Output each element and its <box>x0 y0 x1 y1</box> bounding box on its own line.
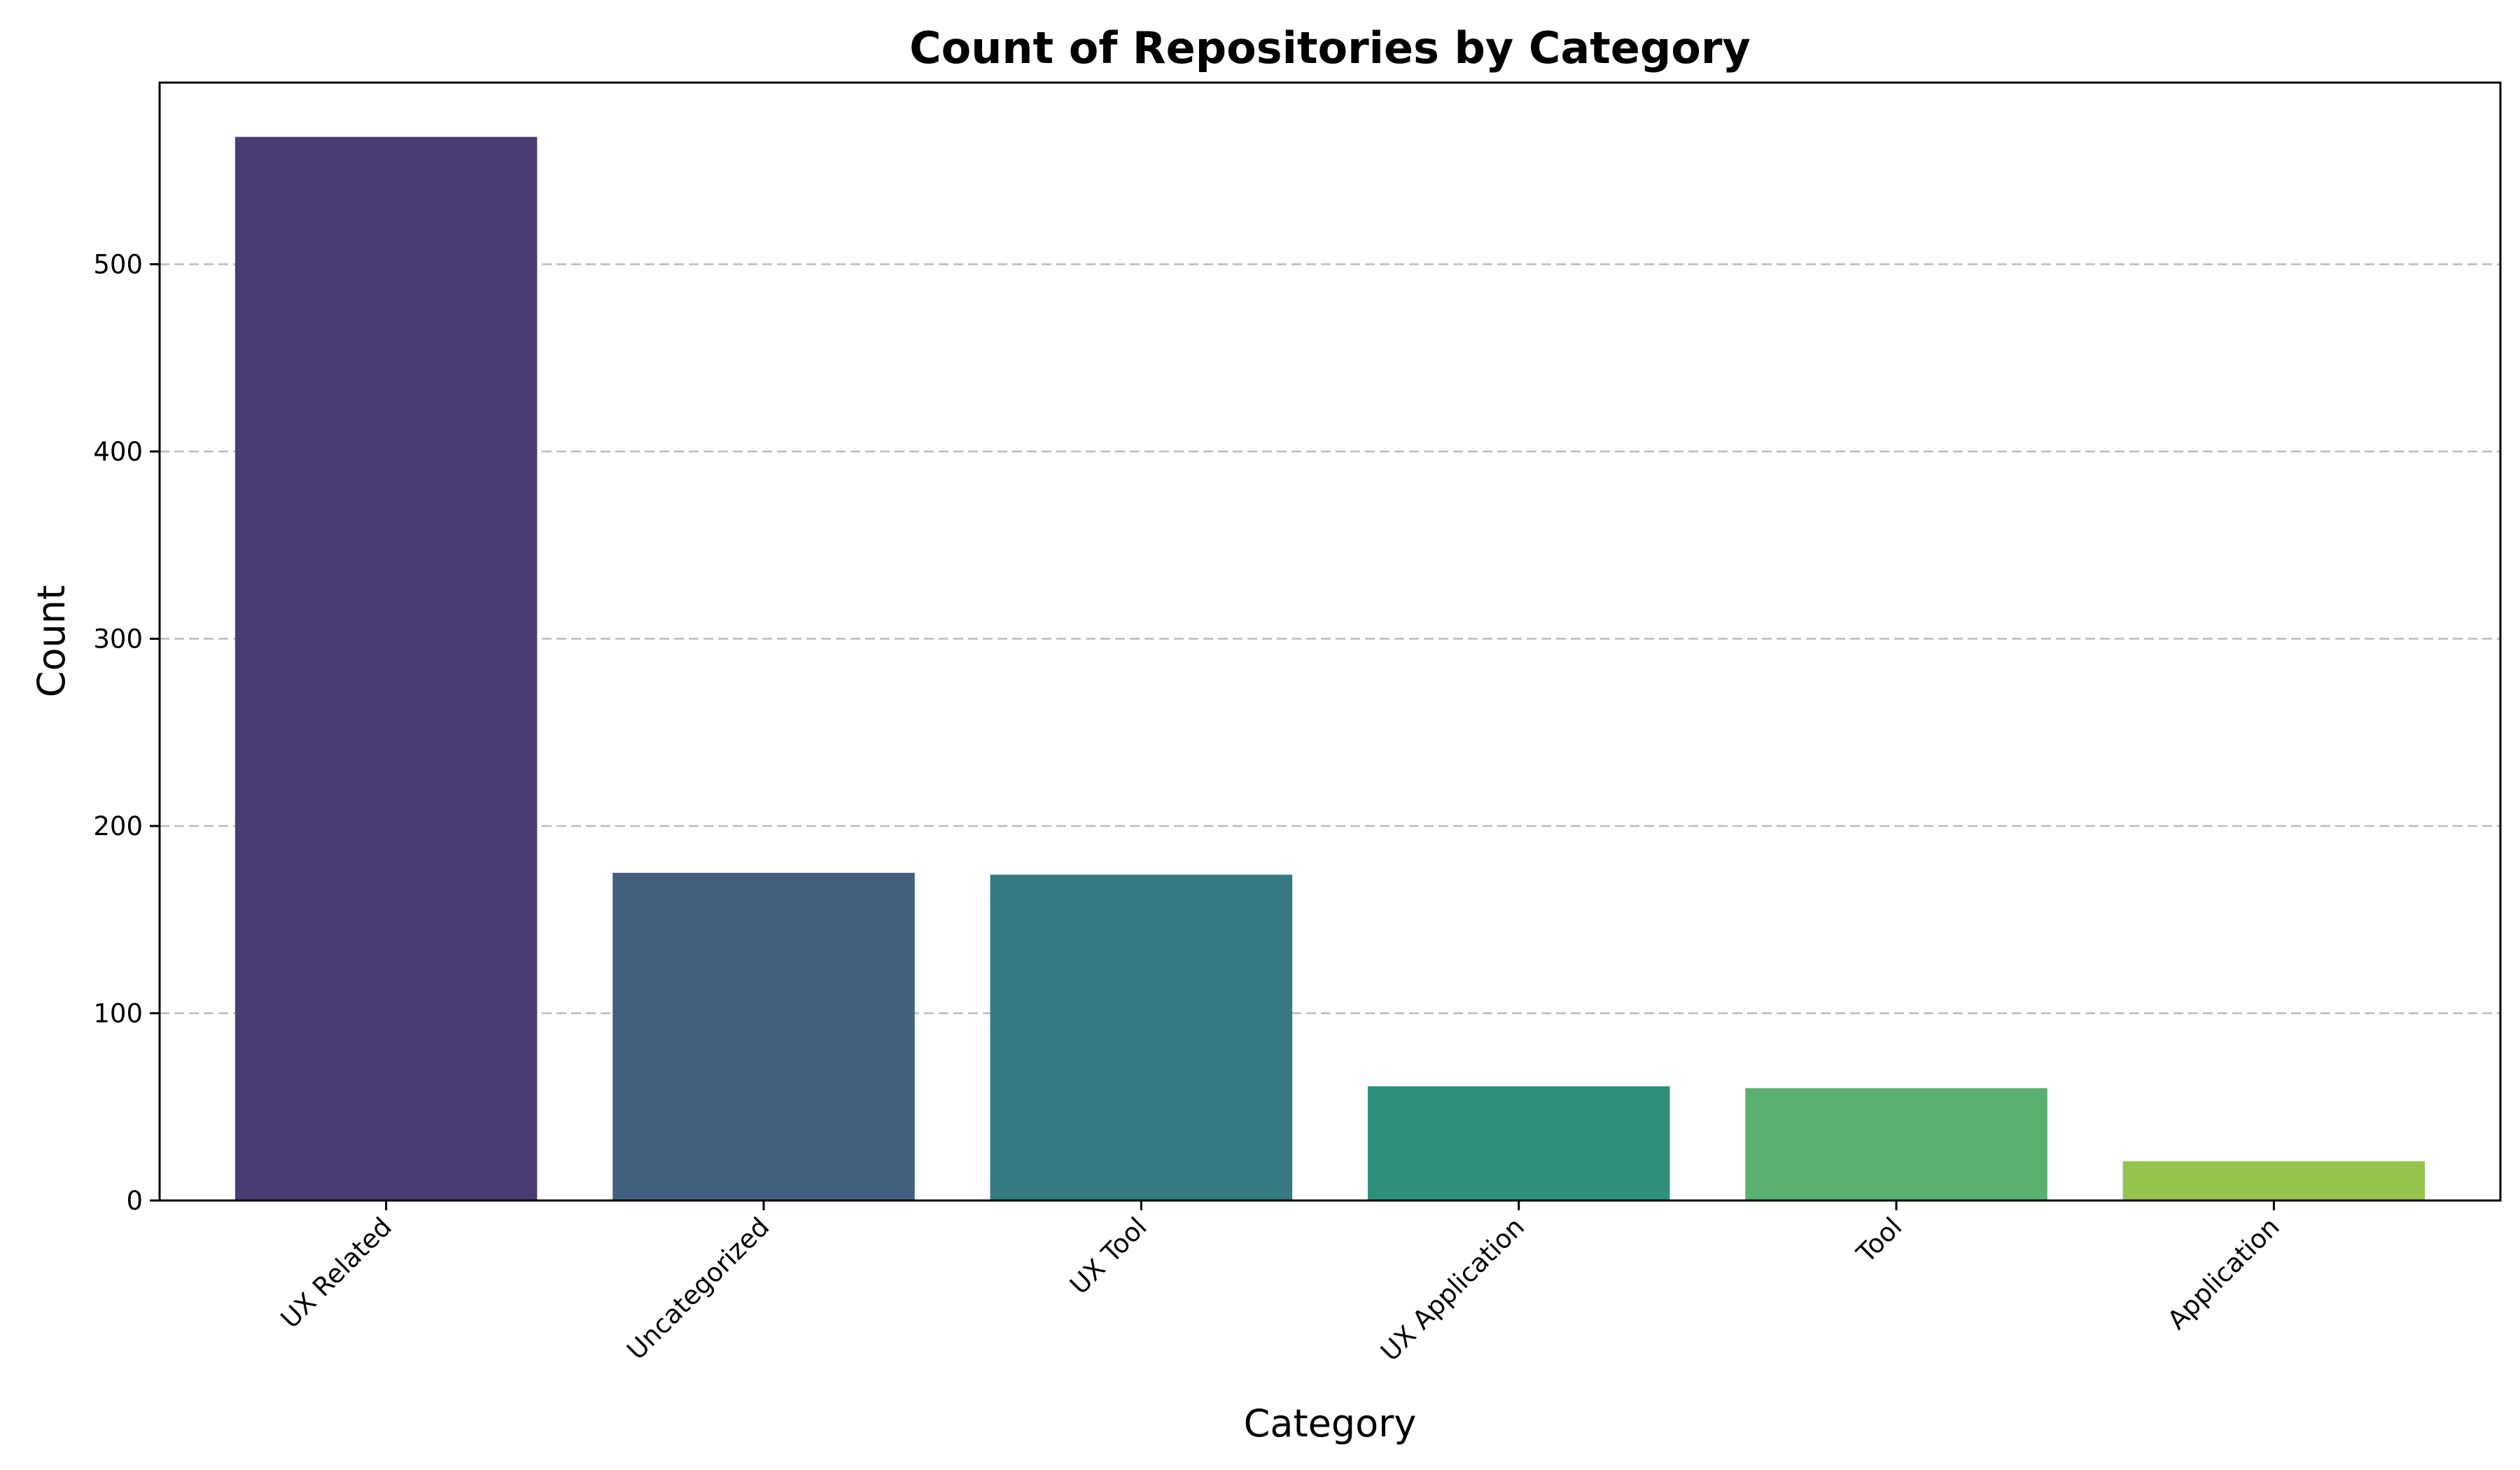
bar-ux-tool <box>990 874 1293 1200</box>
y-tick-label: 500 <box>93 249 143 279</box>
y-tick-label: 0 <box>126 1186 143 1216</box>
grid-lines <box>160 263 2500 1014</box>
y-tick-label: 100 <box>93 998 143 1028</box>
chart-title: Count of Repositories by Category <box>909 22 1751 74</box>
bar-tool <box>1745 1088 2047 1200</box>
bar-ux-application <box>1367 1086 1670 1200</box>
x-tick-label: UX Application <box>1375 1212 1530 1367</box>
y-axis-label: Count <box>29 585 74 697</box>
bar-application <box>2122 1161 2426 1200</box>
y-tick-label: 200 <box>93 811 143 841</box>
x-tick-label: Application <box>2162 1212 2286 1336</box>
x-tick-label: Tool <box>1850 1212 1907 1269</box>
bar-uncategorized <box>612 872 915 1200</box>
y-axis-ticks: 0 100 200 300 400 500 <box>93 249 160 1216</box>
x-axis-ticks: UX Related Uncategorized UX Tool UX Applica… <box>275 1200 2286 1367</box>
x-tick-label: UX Related <box>275 1212 398 1334</box>
plot-frame <box>158 81 2502 1202</box>
y-tick-label: 300 <box>93 624 143 654</box>
bars <box>234 136 2426 1201</box>
bar-ux-related <box>234 136 538 1201</box>
x-tick-label: Uncategorized <box>621 1212 775 1366</box>
x-tick-label: UX Tool <box>1064 1212 1153 1301</box>
x-axis-label: Category <box>1244 1401 1417 1446</box>
y-tick-label: 400 <box>93 437 143 467</box>
